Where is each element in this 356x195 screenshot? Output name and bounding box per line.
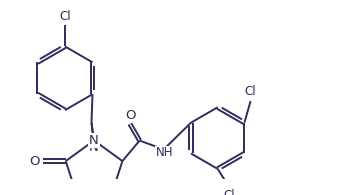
Text: N: N	[89, 134, 99, 147]
Text: O: O	[30, 155, 40, 168]
Text: Cl: Cl	[223, 189, 235, 195]
Text: O: O	[126, 109, 136, 122]
Text: N: N	[89, 141, 99, 154]
Text: NH: NH	[156, 146, 173, 160]
Text: Cl: Cl	[245, 85, 256, 98]
Text: Cl: Cl	[59, 10, 71, 23]
